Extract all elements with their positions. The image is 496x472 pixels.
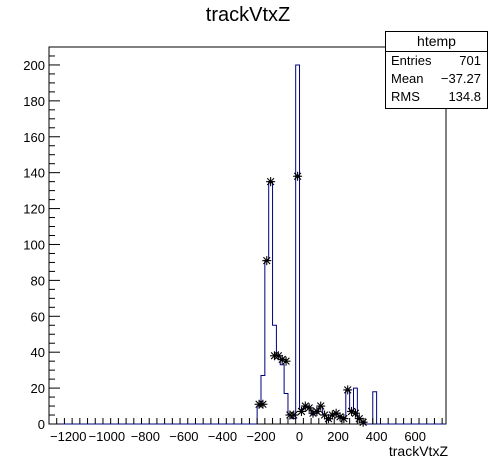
x-tick-label: −400 xyxy=(208,429,237,444)
y-tick-label: 100 xyxy=(23,237,45,252)
x-tick-label: 200 xyxy=(327,429,349,444)
y-tick-label: 60 xyxy=(31,309,45,324)
histogram-bin xyxy=(296,65,300,424)
histogram-bin xyxy=(265,261,269,424)
x-axis-label: trackVtxZ xyxy=(388,443,448,459)
x-tick-label: 600 xyxy=(404,429,426,444)
x-axis: −1200 −1000 −800 −600 −400 −200 0 200 400 600 xyxy=(48,418,443,444)
data-point-marker xyxy=(304,403,314,413)
x-tick-label: −600 xyxy=(169,429,198,444)
data-point-marker xyxy=(258,399,268,409)
y-tick-label: 120 xyxy=(23,202,45,217)
x-tick-label: −200 xyxy=(246,429,275,444)
data-point-marker xyxy=(289,410,299,420)
stats-value: −37.27 xyxy=(440,71,481,86)
stats-box: htemp Entries 701 Mean −37.27 RMS 134.8 xyxy=(385,31,488,109)
marker-layer xyxy=(254,171,368,427)
stats-row-mean: Mean −37.27 xyxy=(386,70,487,88)
data-point-marker xyxy=(281,356,291,366)
y-axis: 0 20 40 60 80 100 120 140 160 180 200 xyxy=(23,46,60,432)
data-point-marker xyxy=(339,414,349,424)
data-point-marker xyxy=(316,401,326,411)
stats-value: 134.8 xyxy=(448,89,481,104)
y-tick-label: 200 xyxy=(23,58,45,73)
y-tick-label: 20 xyxy=(31,381,45,396)
stats-label: Entries xyxy=(391,53,432,68)
y-tick-label: 0 xyxy=(38,417,45,432)
x-tick-label: 0 xyxy=(296,429,303,444)
stats-label: Mean xyxy=(391,71,424,86)
stats-row-rms: RMS 134.8 xyxy=(386,88,487,106)
histogram-bin xyxy=(280,365,284,424)
chart-title: trackVtxZ xyxy=(205,4,291,26)
y-tick-label: 40 xyxy=(31,345,45,360)
histogram-bin xyxy=(284,393,288,424)
x-tick-label: −800 xyxy=(131,429,160,444)
x-tick-label: −1200 xyxy=(50,429,87,444)
data-point-marker xyxy=(312,406,322,416)
data-point-marker xyxy=(296,406,306,416)
x-tick-label: −1000 xyxy=(89,429,126,444)
y-tick-label: 80 xyxy=(31,273,45,288)
histogram-line-layer xyxy=(49,64,446,425)
y-tick-label: 160 xyxy=(23,130,45,145)
data-point-marker xyxy=(350,408,360,418)
data-point-marker xyxy=(266,177,276,187)
y-tick-label: 140 xyxy=(23,166,45,181)
x-tick-label: 400 xyxy=(366,429,388,444)
histogram-bin xyxy=(276,356,280,424)
stats-label: RMS xyxy=(391,89,420,104)
data-point-marker xyxy=(343,385,353,395)
stats-row-entries: Entries 701 xyxy=(386,52,487,70)
histogram-bin xyxy=(269,182,273,424)
histogram-outline xyxy=(49,64,446,425)
histogram-bin xyxy=(273,325,277,424)
data-point-marker xyxy=(293,171,303,181)
data-point-marker xyxy=(358,417,368,427)
data-point-marker xyxy=(262,256,272,266)
stats-box-title: htemp xyxy=(386,32,487,52)
histogram-bin xyxy=(373,392,377,424)
y-tick-label: 180 xyxy=(23,94,45,109)
stats-value: 701 xyxy=(459,53,481,68)
